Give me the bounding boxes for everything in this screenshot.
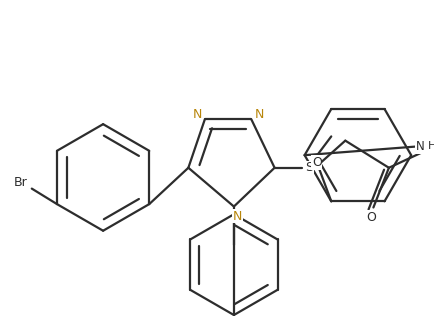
Text: S: S bbox=[305, 161, 313, 174]
Text: O: O bbox=[366, 211, 375, 224]
Text: N: N bbox=[192, 108, 201, 121]
Text: H: H bbox=[427, 142, 434, 152]
Text: N: N bbox=[414, 140, 423, 153]
Text: O: O bbox=[311, 156, 321, 169]
Text: N: N bbox=[233, 210, 242, 223]
Text: Br: Br bbox=[13, 176, 27, 189]
Text: N: N bbox=[254, 108, 263, 121]
